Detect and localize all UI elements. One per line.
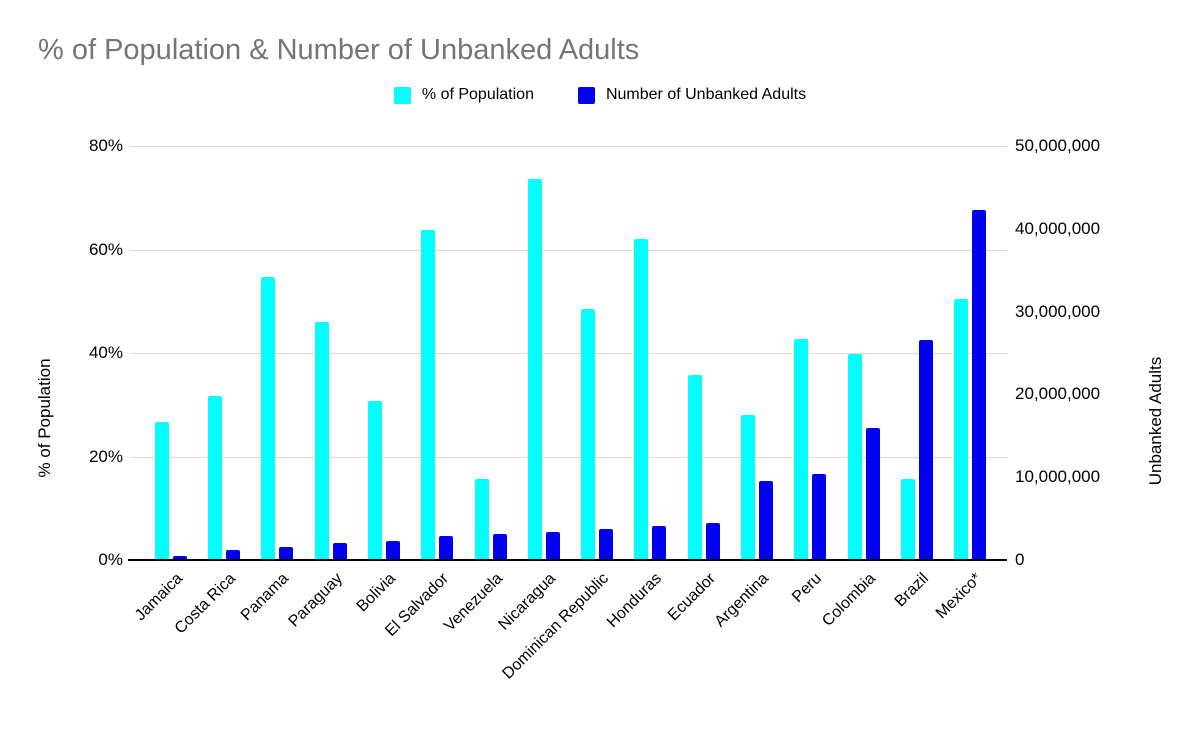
bar-group-jamaica — [144, 146, 197, 560]
legend-swatch-cyan-icon — [393, 86, 411, 104]
gridline — [130, 353, 1007, 354]
bar-percent-of-population — [901, 479, 916, 560]
bar-percent-of-population — [367, 401, 382, 560]
left-axis-tick-label: 60% — [88, 239, 123, 259]
bar-number-of-unbanked-adults — [652, 526, 667, 560]
right-axis-tick-label: 50,000,000 — [1015, 136, 1101, 155]
legend-item-percent-of-population: % of Population — [393, 86, 534, 104]
bar-percent-of-population — [581, 308, 596, 560]
legend-swatch-blue-icon — [577, 86, 595, 104]
bars-container — [144, 146, 997, 560]
gridline — [130, 249, 1007, 251]
bar-number-of-unbanked-adults — [865, 428, 880, 560]
bar-group-el-salvador — [411, 146, 464, 560]
bar-number-of-unbanked-adults — [172, 555, 187, 560]
bar-group-costa-rica — [197, 146, 250, 560]
legend-item-number-of-unbanked-adults: Number of Unbanked Adults — [577, 86, 807, 104]
legend-label: % of Population — [421, 86, 534, 103]
right-axis-tick-label: 10,000,000 — [1015, 467, 1101, 487]
bar-group-venezuela — [464, 146, 517, 560]
bar-group-mexico — [944, 146, 997, 560]
bar-group-argentina — [730, 146, 783, 560]
bar-percent-of-population — [154, 421, 169, 560]
left-axis-tick-label: 20% — [88, 446, 123, 466]
bar-number-of-unbanked-adults — [385, 540, 400, 560]
right-axis-tick-label: 0 — [1015, 550, 1025, 569]
bar-number-of-unbanked-adults — [812, 473, 827, 560]
bar-percent-of-population — [261, 277, 276, 560]
bar-percent-of-population — [954, 299, 969, 560]
bar-percent-of-population — [634, 239, 649, 560]
bar-group-bolivia — [357, 146, 410, 560]
bar-number-of-unbanked-adults — [545, 532, 560, 560]
bar-group-ecuador — [677, 146, 730, 560]
bar-number-of-unbanked-adults — [225, 549, 240, 560]
left-axis-title: % of Population — [35, 358, 54, 478]
bar-number-of-unbanked-adults — [439, 535, 454, 560]
bar-percent-of-population — [474, 479, 489, 560]
bar-number-of-unbanked-adults — [705, 523, 720, 560]
bar-percent-of-population — [847, 354, 862, 560]
gridline — [130, 146, 1007, 147]
chart-title: % of Population & Number of Unbanked Adu… — [38, 34, 640, 66]
bar-number-of-unbanked-adults — [332, 542, 347, 560]
left-axis-tick-label: 40% — [88, 343, 123, 362]
bar-percent-of-population — [207, 395, 222, 560]
bar-number-of-unbanked-adults — [492, 533, 507, 560]
bar-number-of-unbanked-adults — [599, 529, 614, 560]
bar-number-of-unbanked-adults — [972, 209, 987, 560]
bar-number-of-unbanked-adults — [759, 480, 774, 560]
bar-group-dominican-republic — [571, 146, 624, 560]
right-axis-title: Unbanked Adults — [1146, 356, 1165, 486]
right-axis-tick-label: 20,000,000 — [1015, 384, 1101, 404]
left-axis-tick-label: 0% — [98, 550, 123, 569]
bar-number-of-unbanked-adults — [919, 339, 934, 560]
plot-area — [130, 146, 1007, 561]
left-axis-tick-label: 80% — [88, 136, 123, 155]
bar-percent-of-population — [527, 178, 542, 560]
bar-group-panama — [251, 146, 304, 560]
bar-group-colombia — [837, 146, 890, 560]
bar-percent-of-population — [794, 339, 809, 560]
bar-group-peru — [784, 146, 837, 560]
right-axis-tick-label: 30,000,000 — [1015, 301, 1101, 321]
legend: % of Population Number of Unbanked Adult… — [0, 86, 1200, 104]
bar-number-of-unbanked-adults — [279, 546, 294, 560]
legend-label: Number of Unbanked Adults — [605, 86, 807, 103]
bar-percent-of-population — [741, 415, 756, 560]
bar-group-nicaragua — [517, 146, 570, 560]
gridline — [130, 456, 1007, 458]
bar-percent-of-population — [687, 375, 702, 560]
x-axis-line — [128, 559, 1007, 561]
bar-group-honduras — [624, 146, 677, 560]
x-axis-label-mexico: Mexico* — [933, 570, 986, 623]
bar-group-brazil — [890, 146, 943, 560]
right-axis-tick-label: 40,000,000 — [1015, 218, 1101, 238]
bar-group-paraguay — [304, 146, 357, 560]
bar-percent-of-population — [421, 230, 436, 560]
bar-percent-of-population — [314, 321, 329, 560]
